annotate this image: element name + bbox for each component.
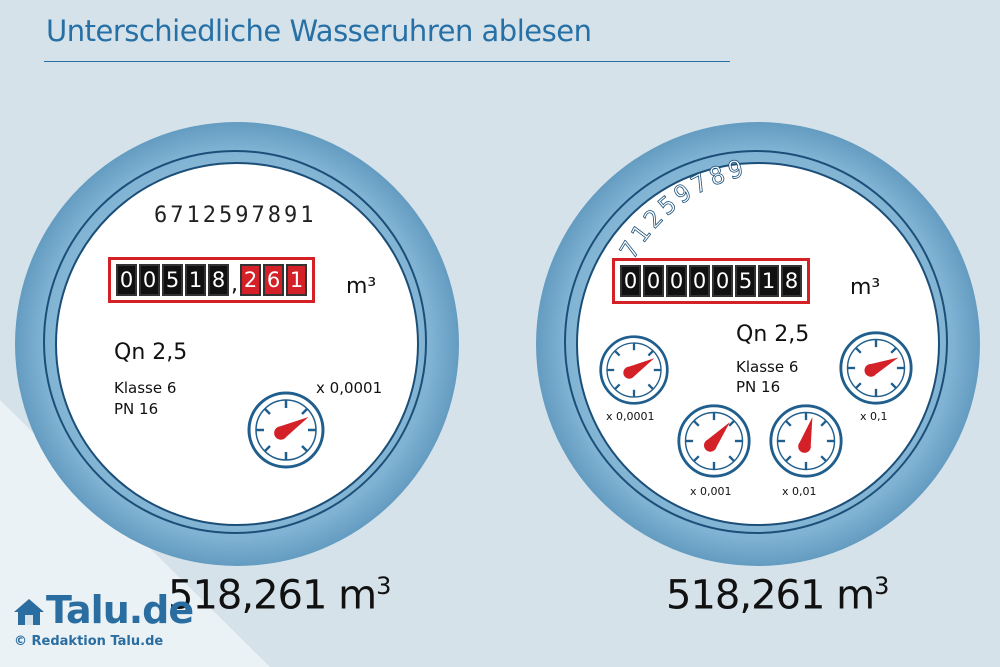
right-qn-label: Qn 2,5 xyxy=(736,322,810,347)
counter-digit: 5 xyxy=(162,264,183,296)
left-dial-multiplier: x 0,0001 xyxy=(316,379,383,397)
talu-logo: Talu.de xyxy=(46,588,194,632)
counter-digit-decimal: 1 xyxy=(286,264,307,296)
counter-digit: 0 xyxy=(689,265,710,297)
dial-icon xyxy=(247,391,325,469)
meter-ring xyxy=(564,150,948,534)
dial-icon xyxy=(839,331,913,405)
dial-label: x 0,1 xyxy=(860,410,888,423)
left-unit: m³ xyxy=(346,274,377,299)
title-rule xyxy=(44,61,730,62)
dial-icon xyxy=(599,335,669,405)
decimal-comma: , xyxy=(231,271,238,297)
counter-digit-decimal: 6 xyxy=(263,264,284,296)
counter-digit: 8 xyxy=(781,265,802,297)
house-icon xyxy=(14,599,44,625)
right-counter: 0 0 0 0 0 5 1 8 xyxy=(612,258,810,304)
meter-ring xyxy=(43,150,427,534)
counter-digit-decimal: 2 xyxy=(240,264,261,296)
left-klasse-label: Klasse 6 xyxy=(114,379,177,397)
right-reading: 518,261 m3 xyxy=(666,572,889,619)
page-title: Unterschiedliche Wasseruhren ablesen xyxy=(46,14,592,48)
dial-icon xyxy=(769,404,843,478)
right-meter xyxy=(536,122,980,566)
left-qn-label: Qn 2,5 xyxy=(114,340,188,365)
counter-digit: 0 xyxy=(116,264,137,296)
counter-digit: 5 xyxy=(735,265,756,297)
left-serial-number: 6712597891 xyxy=(154,203,317,228)
counter-digit: 1 xyxy=(758,265,779,297)
dial-label: x 0,001 xyxy=(690,485,732,498)
right-reading-superscript: 3 xyxy=(874,572,889,600)
counter-digit: 0 xyxy=(620,265,641,297)
left-pn-label: PN 16 xyxy=(114,400,159,418)
meter-face xyxy=(55,162,419,526)
dial-icon xyxy=(677,404,751,478)
left-reading: 518,261 m3 xyxy=(168,572,391,619)
right-unit: m³ xyxy=(850,275,881,300)
left-meter xyxy=(15,122,459,566)
left-reading-value: 518,261 m xyxy=(168,572,377,619)
dial-label: x 0,0001 xyxy=(606,410,655,423)
counter-digit: 8 xyxy=(208,264,229,296)
counter-digit: 0 xyxy=(712,265,733,297)
counter-digit: 1 xyxy=(185,264,206,296)
counter-digit: 0 xyxy=(666,265,687,297)
right-klasse-label: Klasse 6 xyxy=(736,358,799,376)
counter-digit: 0 xyxy=(643,265,664,297)
right-reading-value: 518,261 m xyxy=(666,572,875,619)
dial-label: x 0,01 xyxy=(782,485,817,498)
copyright-text: © Redaktion Talu.de xyxy=(14,634,164,649)
left-counter: 0 0 5 1 8 , 2 6 1 xyxy=(108,257,315,303)
left-reading-superscript: 3 xyxy=(376,572,391,600)
counter-digit: 0 xyxy=(139,264,160,296)
right-pn-label: PN 16 xyxy=(736,378,781,396)
